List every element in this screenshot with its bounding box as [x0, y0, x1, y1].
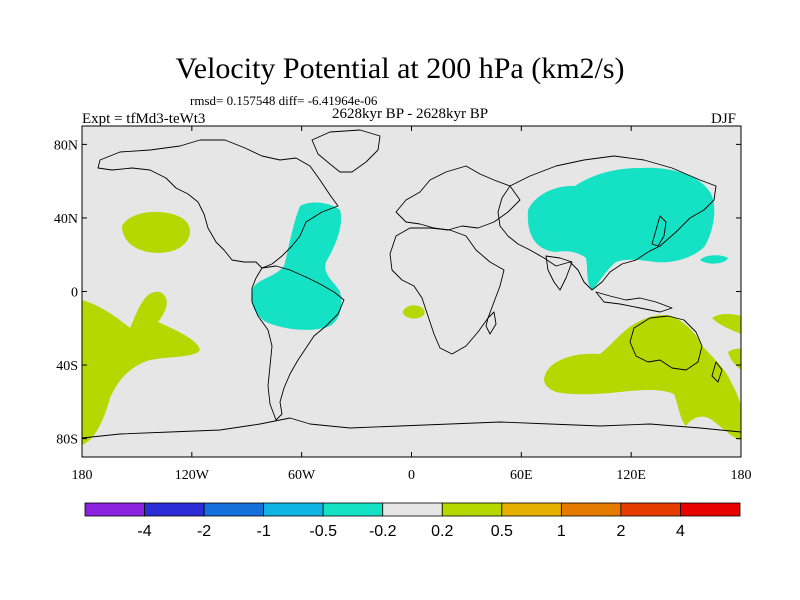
colorbar-swatch: [144, 502, 205, 517]
coast-madagascar: [485, 311, 497, 335]
colorbar-swatch: [680, 502, 741, 517]
colorbar-swatch: [263, 502, 324, 517]
coast-australia: [629, 315, 703, 371]
coast-africa: [389, 227, 505, 355]
lon-tick-label: 60E: [510, 468, 533, 483]
positive-region-indian-ocean-australia: [544, 315, 741, 440]
colorbar-label: -0.5: [309, 523, 337, 540]
colorbar-label: 0.5: [491, 523, 513, 540]
coast-maritime-continent: [595, 291, 673, 313]
colorbar-label: -4: [137, 523, 151, 540]
lon-tick-label: 60W: [288, 468, 316, 483]
rmsd-diff-stats: rmsd= 0.157548 diff= -6.41964e-06: [190, 93, 378, 108]
coast-asia: [497, 155, 717, 291]
colorbar-swatch: [560, 502, 622, 517]
colorbar-swatch: [322, 502, 384, 517]
positive-region-north-pacific: [122, 211, 190, 253]
lat-tick-label: 80N: [54, 138, 78, 153]
colorbar-swatch: [620, 502, 681, 517]
lon-tick-label: 180: [72, 468, 93, 483]
lat-tick-label: 80S: [56, 433, 78, 448]
lon-tick-label: 120W: [175, 468, 210, 483]
positive-region-west-pacific-edge: [712, 314, 741, 334]
coast-new-zealand: [711, 361, 723, 383]
negative-region-asia: [527, 167, 715, 290]
map-title: Velocity Potential at 200 hPa (km2/s): [175, 52, 625, 85]
longitude-axis: 180 120W 60W 0 60E 120E 180: [72, 126, 752, 483]
lon-tick-label: 120E: [616, 468, 646, 483]
positive-region-south-pacific: [82, 291, 200, 445]
colorbar: -4 -2 -1 -0.5 -0.2 0.2 0.5 1 2 4: [84, 502, 741, 540]
colorbar-label: 1: [557, 523, 566, 540]
colorbar-swatch: [501, 502, 562, 517]
season-label: DJF: [711, 111, 737, 127]
lat-tick-label: 40N: [54, 212, 78, 227]
coast-north-america: [97, 139, 339, 269]
positive-region-south-atlantic: [402, 305, 425, 319]
colorbar-label: 0.2: [431, 523, 453, 540]
negative-region-north-pacific-small: [700, 255, 728, 264]
colorbar-label: 4: [676, 523, 685, 540]
negative-anomaly-regions: [251, 167, 728, 330]
coast-antarctica: [82, 417, 741, 439]
colorbar-label: 2: [616, 523, 625, 540]
positive-anomaly-regions: [82, 211, 741, 445]
coast-japan: [651, 215, 667, 247]
coast-greenland: [311, 129, 381, 173]
lon-tick-label: 180: [731, 468, 752, 483]
latitude-axis: 80N 40N 0 40S 80S: [54, 138, 741, 448]
coast-south-america: [251, 265, 345, 421]
negative-region-tropical-atlantic-south-america: [251, 202, 342, 330]
colorbar-label: -2: [197, 523, 211, 540]
lat-tick-label: 40S: [56, 359, 78, 374]
colorbar-swatch: [84, 502, 145, 517]
colorbar-swatch: [203, 502, 265, 517]
coast-india: [545, 255, 573, 291]
colorbar-swatch: [441, 502, 503, 517]
colorbar-label: -0.2: [369, 523, 397, 540]
colorbar-swatch: [382, 502, 443, 517]
colorbar-label: -1: [257, 523, 271, 540]
experiment-label: Expt = tfMd3-teWt3: [82, 111, 206, 127]
period-label: 2628kyr BP - 2628kyr BP: [331, 106, 489, 122]
lat-tick-label: 0: [71, 286, 78, 301]
coastlines: [82, 129, 741, 439]
lon-tick-label: 0: [408, 468, 415, 483]
